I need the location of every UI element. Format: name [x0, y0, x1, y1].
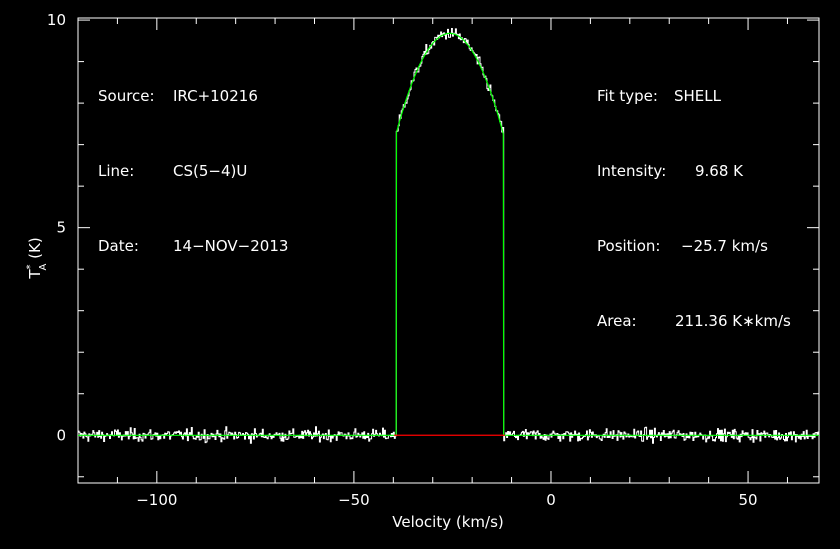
info-value: 14−NOV−2013	[173, 237, 289, 255]
x-tick-label: 0	[546, 491, 556, 509]
info-value: IRC+10216	[173, 87, 258, 105]
fit-key: Intensity:	[597, 162, 667, 180]
fit-value: 211.36 K∗km/s	[675, 312, 791, 330]
spectrum-info: Source: IRC+10216 Line: CS(5−4)U Date: 14−N…	[98, 34, 288, 284]
fit-row-type: Fit type: SHELL	[597, 84, 791, 109]
info-row-date: Date: 14−NOV−2013	[98, 234, 288, 259]
fit-key: Area:	[597, 312, 637, 330]
fit-info: Fit type: SHELL Intensity: 9.68 K Position…	[597, 34, 791, 359]
info-value: CS(5−4)U	[173, 162, 248, 180]
fit-line	[78, 32, 819, 436]
fit-value: 9.68 K	[695, 162, 744, 180]
y-axis-label: T* A (K)	[25, 237, 49, 279]
x-tick-label: −50	[338, 491, 370, 509]
info-row-source: Source: IRC+10216	[98, 84, 288, 109]
y-tick-label: 0	[56, 426, 66, 444]
x-axis-label: Velocity (km/s)	[392, 513, 503, 531]
y-tick-label: 5	[56, 219, 66, 237]
info-key: Line:	[98, 162, 135, 180]
fit-row-position: Position: −25.7 km/s	[597, 234, 791, 259]
fit-key: Fit type:	[597, 87, 658, 105]
info-key: Source:	[98, 87, 155, 105]
spectrum-line	[78, 28, 819, 444]
fit-value: −25.7 km/s	[681, 237, 768, 255]
fit-value: SHELL	[674, 87, 721, 105]
y-tick-label: 10	[47, 11, 66, 29]
plot-frame	[77, 17, 820, 484]
fit-row-area: Area: 211.36 K∗km/s	[597, 309, 791, 334]
info-key: Date:	[98, 237, 139, 255]
x-tick-label: 50	[739, 491, 758, 509]
info-row-line: Line: CS(5−4)U	[98, 159, 288, 184]
fit-row-intensity: Intensity: 9.68 K	[597, 159, 791, 184]
fit-key: Position:	[597, 237, 661, 255]
x-tick-label: −100	[136, 491, 177, 509]
